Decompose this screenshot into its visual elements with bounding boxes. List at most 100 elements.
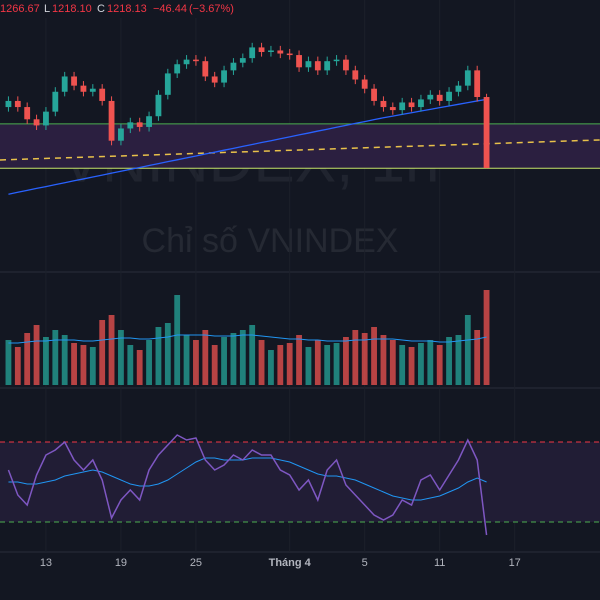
x-tick-label: 17 xyxy=(509,557,521,569)
volume-bar xyxy=(99,320,106,385)
candle-body xyxy=(239,58,246,63)
volume-bar xyxy=(399,345,406,385)
volume-bar xyxy=(324,345,331,385)
candle-body xyxy=(389,107,396,111)
volume-bar xyxy=(277,345,284,385)
volume-bar xyxy=(108,315,115,385)
candle-body xyxy=(174,64,181,74)
candle-body xyxy=(136,122,143,127)
header-bg xyxy=(0,0,235,18)
volume-bar xyxy=(296,335,302,385)
candle-body xyxy=(202,61,209,77)
volume-bar xyxy=(455,335,462,385)
candle-body xyxy=(427,94,434,100)
candle-body xyxy=(268,50,274,52)
x-tick-label: 25 xyxy=(190,557,202,569)
candle-body xyxy=(258,47,265,52)
header-close: 1218.13 xyxy=(107,3,147,15)
candle-body xyxy=(399,102,406,111)
candle-body xyxy=(5,100,12,108)
volume-bar xyxy=(474,330,481,385)
candle-body xyxy=(33,119,40,126)
volume-bar xyxy=(164,323,171,385)
candle-body xyxy=(474,70,481,98)
candle-body xyxy=(230,62,237,71)
volume-bar xyxy=(127,345,134,385)
candle-body xyxy=(380,100,387,108)
candle-body xyxy=(99,88,106,101)
candle-body xyxy=(164,73,171,95)
x-tick-label: Tháng 4 xyxy=(269,557,312,569)
candle-body xyxy=(361,79,368,89)
volume-bar xyxy=(343,337,349,385)
candle-body xyxy=(43,111,49,126)
header-key: L xyxy=(44,3,50,15)
candle-body xyxy=(71,76,77,86)
volume-bar xyxy=(333,343,340,385)
volume-bar xyxy=(371,327,377,385)
candle-body xyxy=(249,47,256,59)
candle-body xyxy=(418,99,424,108)
rsi-ma xyxy=(8,457,487,501)
volume-bar xyxy=(464,315,471,385)
candle-body xyxy=(455,85,462,92)
candle-body xyxy=(371,88,377,101)
candle-body xyxy=(80,85,87,92)
header-key: C xyxy=(97,3,105,15)
volume-bar xyxy=(136,350,143,385)
candle-body xyxy=(343,59,349,71)
volume-bar xyxy=(5,340,12,385)
candle-body xyxy=(446,91,452,101)
volume-bar xyxy=(418,343,424,385)
candle-body xyxy=(324,61,331,71)
volume-bar xyxy=(268,350,274,385)
candle-body xyxy=(314,61,321,71)
x-tick-label: 11 xyxy=(434,557,445,569)
moving-average xyxy=(8,98,487,195)
volume-bar xyxy=(33,325,40,385)
header-low: 1218.10 xyxy=(52,3,92,15)
volume-bar xyxy=(239,330,246,385)
volume-bar xyxy=(174,295,181,385)
rsi-line xyxy=(7,434,488,536)
candle-body xyxy=(296,55,302,68)
volume-bar xyxy=(221,337,227,385)
volume-bar xyxy=(361,333,368,385)
candle-body xyxy=(89,88,96,92)
x-tick-label: 5 xyxy=(362,557,368,569)
volume-bar xyxy=(314,340,321,385)
candle-body xyxy=(14,100,21,108)
volume-bar xyxy=(89,347,96,385)
volume-bar xyxy=(389,340,396,385)
volume-bar xyxy=(352,330,359,385)
volume-bar xyxy=(427,340,434,385)
volume-bar xyxy=(43,337,49,385)
volume-bar xyxy=(202,330,209,385)
volume-bar xyxy=(446,337,452,385)
candle-body xyxy=(211,76,218,83)
volume-bar xyxy=(436,345,443,385)
x-tick-label: 13 xyxy=(40,557,52,569)
volume-bar xyxy=(71,343,77,385)
volume-bar xyxy=(118,330,124,385)
plot: 13 19 25 Tháng 4 5 11 17 xyxy=(0,42,600,569)
candle-body xyxy=(333,59,340,62)
watermark-sub: Chỉ số VNINDEX xyxy=(142,222,399,260)
candle-body xyxy=(183,59,190,65)
candle-body xyxy=(146,116,152,127)
volume-bar xyxy=(61,335,68,385)
candle-body xyxy=(108,100,115,141)
volume-bar xyxy=(183,335,190,385)
trend-line xyxy=(0,139,600,161)
candle-body xyxy=(52,91,59,112)
volume-bar xyxy=(80,345,87,385)
candle-body xyxy=(155,94,162,117)
candle-body xyxy=(221,70,227,83)
level-band xyxy=(0,123,600,169)
volume-bar xyxy=(249,325,256,385)
volume-bar xyxy=(408,347,415,385)
volume-bar xyxy=(230,333,237,385)
candle-body xyxy=(408,102,415,108)
candle-body xyxy=(24,107,31,120)
